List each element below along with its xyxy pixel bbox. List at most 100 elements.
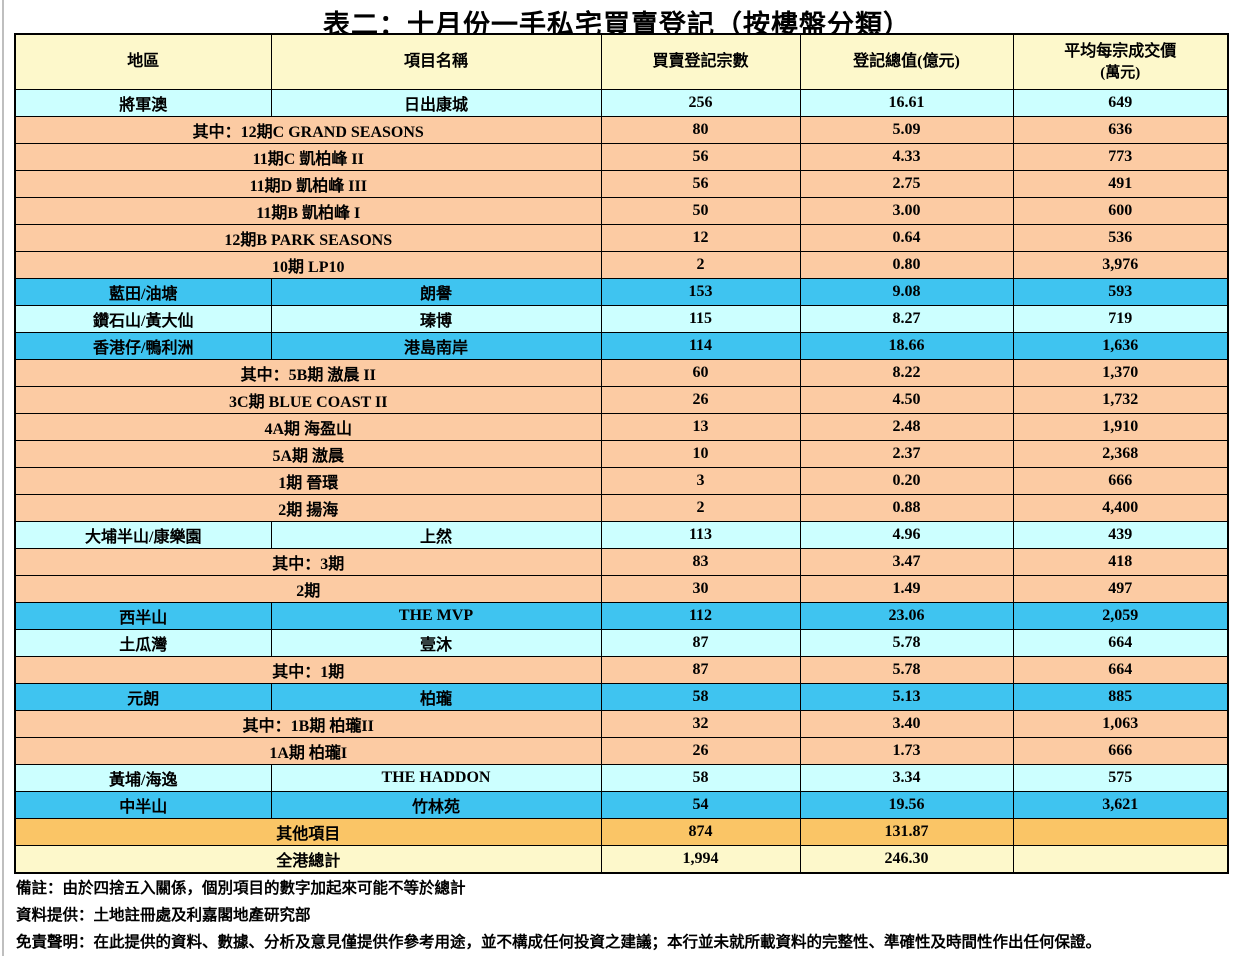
avg-price-cell: 536	[1012, 224, 1229, 252]
avg-price-cell: 1,636	[1012, 332, 1229, 360]
project-cell: 1期 晉環	[14, 467, 602, 495]
count-cell: 30	[600, 575, 801, 603]
table-row: 11期C 凱柏峰 II 56 4.33 773	[14, 143, 1229, 171]
project-cell: 其中：12期C GRAND SEASONS	[14, 116, 602, 144]
project-cell: 11期B 凱柏峰 I	[14, 197, 602, 225]
table-row: 5A期 滶晨 10 2.37 2,368	[14, 440, 1229, 468]
table-row: 2期 30 1.49 497	[14, 575, 1229, 603]
table-row: 全港總計 1,994 246.30	[14, 845, 1229, 874]
count-cell: 56	[600, 143, 801, 171]
count-cell: 56	[600, 170, 801, 198]
avg-price-cell: 575	[1012, 764, 1229, 792]
table-row: 2期 揚海 2 0.88 4,400	[14, 494, 1229, 522]
note-remark: 備註：由於四捨五入關係，個別項目的數字加起來可能不等於總計	[16, 880, 466, 897]
district-cell: 土瓜灣	[14, 629, 272, 657]
avg-price-cell: 1,370	[1012, 359, 1229, 387]
table-row: 1A期 柏瓏I 26 1.73 666	[14, 737, 1229, 765]
avg-price-cell: 666	[1012, 737, 1229, 765]
count-cell: 80	[600, 116, 801, 144]
count-cell: 32	[600, 710, 801, 738]
project-cell: 11期C 凱柏峰 II	[14, 143, 602, 171]
district-cell: 西半山	[14, 602, 272, 630]
value-cell: 0.80	[799, 251, 1014, 279]
value-cell: 4.96	[799, 521, 1014, 549]
district-cell: 鑽石山/黃大仙	[14, 305, 272, 333]
value-cell: 3.47	[799, 548, 1014, 576]
value-cell: 3.40	[799, 710, 1014, 738]
value-cell: 0.88	[799, 494, 1014, 522]
avg-price-cell: 439	[1012, 521, 1229, 549]
district-cell: 中半山	[14, 791, 272, 819]
count-cell: 13	[600, 413, 801, 441]
table-row: 11期D 凱柏峰 III 56 2.75 491	[14, 170, 1229, 198]
avg-price-cell: 600	[1012, 197, 1229, 225]
value-cell: 1.73	[799, 737, 1014, 765]
table-row: 10期 LP10 2 0.80 3,976	[14, 251, 1229, 279]
count-cell: 874	[600, 818, 801, 846]
district-cell: 黃埔/海逸	[14, 764, 272, 792]
value-cell: 5.13	[799, 683, 1014, 711]
project-cell: THE HADDON	[270, 764, 602, 792]
value-cell: 5.78	[799, 629, 1014, 657]
count-cell: 2	[600, 494, 801, 522]
value-cell: 2.37	[799, 440, 1014, 468]
project-cell: 其中：1B期 柏瓏II	[14, 710, 602, 738]
value-cell: 9.08	[799, 278, 1014, 306]
project-cell: 其中：3期	[14, 548, 602, 576]
value-cell: 3.00	[799, 197, 1014, 225]
value-cell: 5.09	[799, 116, 1014, 144]
count-cell: 54	[600, 791, 801, 819]
column-header-label: 買賣登記宗數	[652, 53, 749, 71]
project-cell: 10期 LP10	[14, 251, 602, 279]
value-cell: 1.49	[799, 575, 1014, 603]
count-cell: 256	[600, 89, 801, 117]
table-row: 中半山 竹林苑 54 19.56 3,621	[14, 791, 1229, 819]
table-row: 大埔半山/康樂園 上然 113 4.96 439	[14, 521, 1229, 549]
table-row: 其中：12期C GRAND SEASONS 80 5.09 636	[14, 116, 1229, 144]
count-cell: 114	[600, 332, 801, 360]
total-label-cell: 其他項目	[14, 818, 602, 846]
table-header: 地區 項目名稱 買賣登記宗數 登記總值(億元) 平均每宗成交價 (萬元)	[14, 33, 1229, 90]
column-header: 平均每宗成交價 (萬元)	[1012, 33, 1229, 90]
count-cell: 58	[600, 683, 801, 711]
value-cell: 131.87	[799, 818, 1014, 846]
registrations-table: 地區 項目名稱 買賣登記宗數 登記總值(億元) 平均每宗成交價 (萬元) 將軍澳 日出康城 2…	[14, 33, 1229, 874]
count-cell: 113	[600, 521, 801, 549]
table-row: 1期 晉環 3 0.20 666	[14, 467, 1229, 495]
table-row: 其中：1B期 柏瓏II 32 3.40 1,063	[14, 710, 1229, 738]
avg-price-cell: 1,063	[1012, 710, 1229, 738]
count-cell: 10	[600, 440, 801, 468]
avg-price-cell: 773	[1012, 143, 1229, 171]
avg-price-cell: 491	[1012, 170, 1229, 198]
district-cell: 將軍澳	[14, 89, 272, 117]
project-cell: 港島南岸	[270, 332, 602, 360]
project-cell: 其中：1期	[14, 656, 602, 684]
column-header-unit: (萬元)	[1100, 64, 1141, 81]
value-cell: 2.75	[799, 170, 1014, 198]
value-cell: 8.22	[799, 359, 1014, 387]
header-row: 地區 項目名稱 買賣登記宗數 登記總值(億元) 平均每宗成交價 (萬元)	[14, 33, 1229, 90]
project-cell: 瑧博	[270, 305, 602, 333]
count-cell: 26	[600, 386, 801, 414]
value-cell: 5.78	[799, 656, 1014, 684]
avg-price-cell: 2,059	[1012, 602, 1229, 630]
project-cell: 12期B PARK SEASONS	[14, 224, 602, 252]
avg-price-cell: 885	[1012, 683, 1229, 711]
table-row: 其中：1期 87 5.78 664	[14, 656, 1229, 684]
count-cell: 115	[600, 305, 801, 333]
count-cell: 2	[600, 251, 801, 279]
avg-price-cell: 1,910	[1012, 413, 1229, 441]
note-disclaimer: 免責聲明：在此提供的資料、數據、分析及意見僅提供作參考用途，並不構成任何投資之建…	[16, 934, 1102, 951]
column-header: 項目名稱	[270, 33, 602, 90]
count-cell: 3	[600, 467, 801, 495]
project-cell: 壹沐	[270, 629, 602, 657]
project-cell: 1A期 柏瓏I	[14, 737, 602, 765]
district-cell: 元朗	[14, 683, 272, 711]
table-row: 元朗 柏瓏 58 5.13 885	[14, 683, 1229, 711]
table-row: 其中：5B期 滶晨 II 60 8.22 1,370	[14, 359, 1229, 387]
column-header-label: 平均每宗成交價	[1064, 43, 1177, 61]
value-cell: 18.66	[799, 332, 1014, 360]
table-row: 西半山 THE MVP 112 23.06 2,059	[14, 602, 1229, 630]
avg-price-cell: 4,400	[1012, 494, 1229, 522]
table-row: 黃埔/海逸 THE HADDON 58 3.34 575	[14, 764, 1229, 792]
